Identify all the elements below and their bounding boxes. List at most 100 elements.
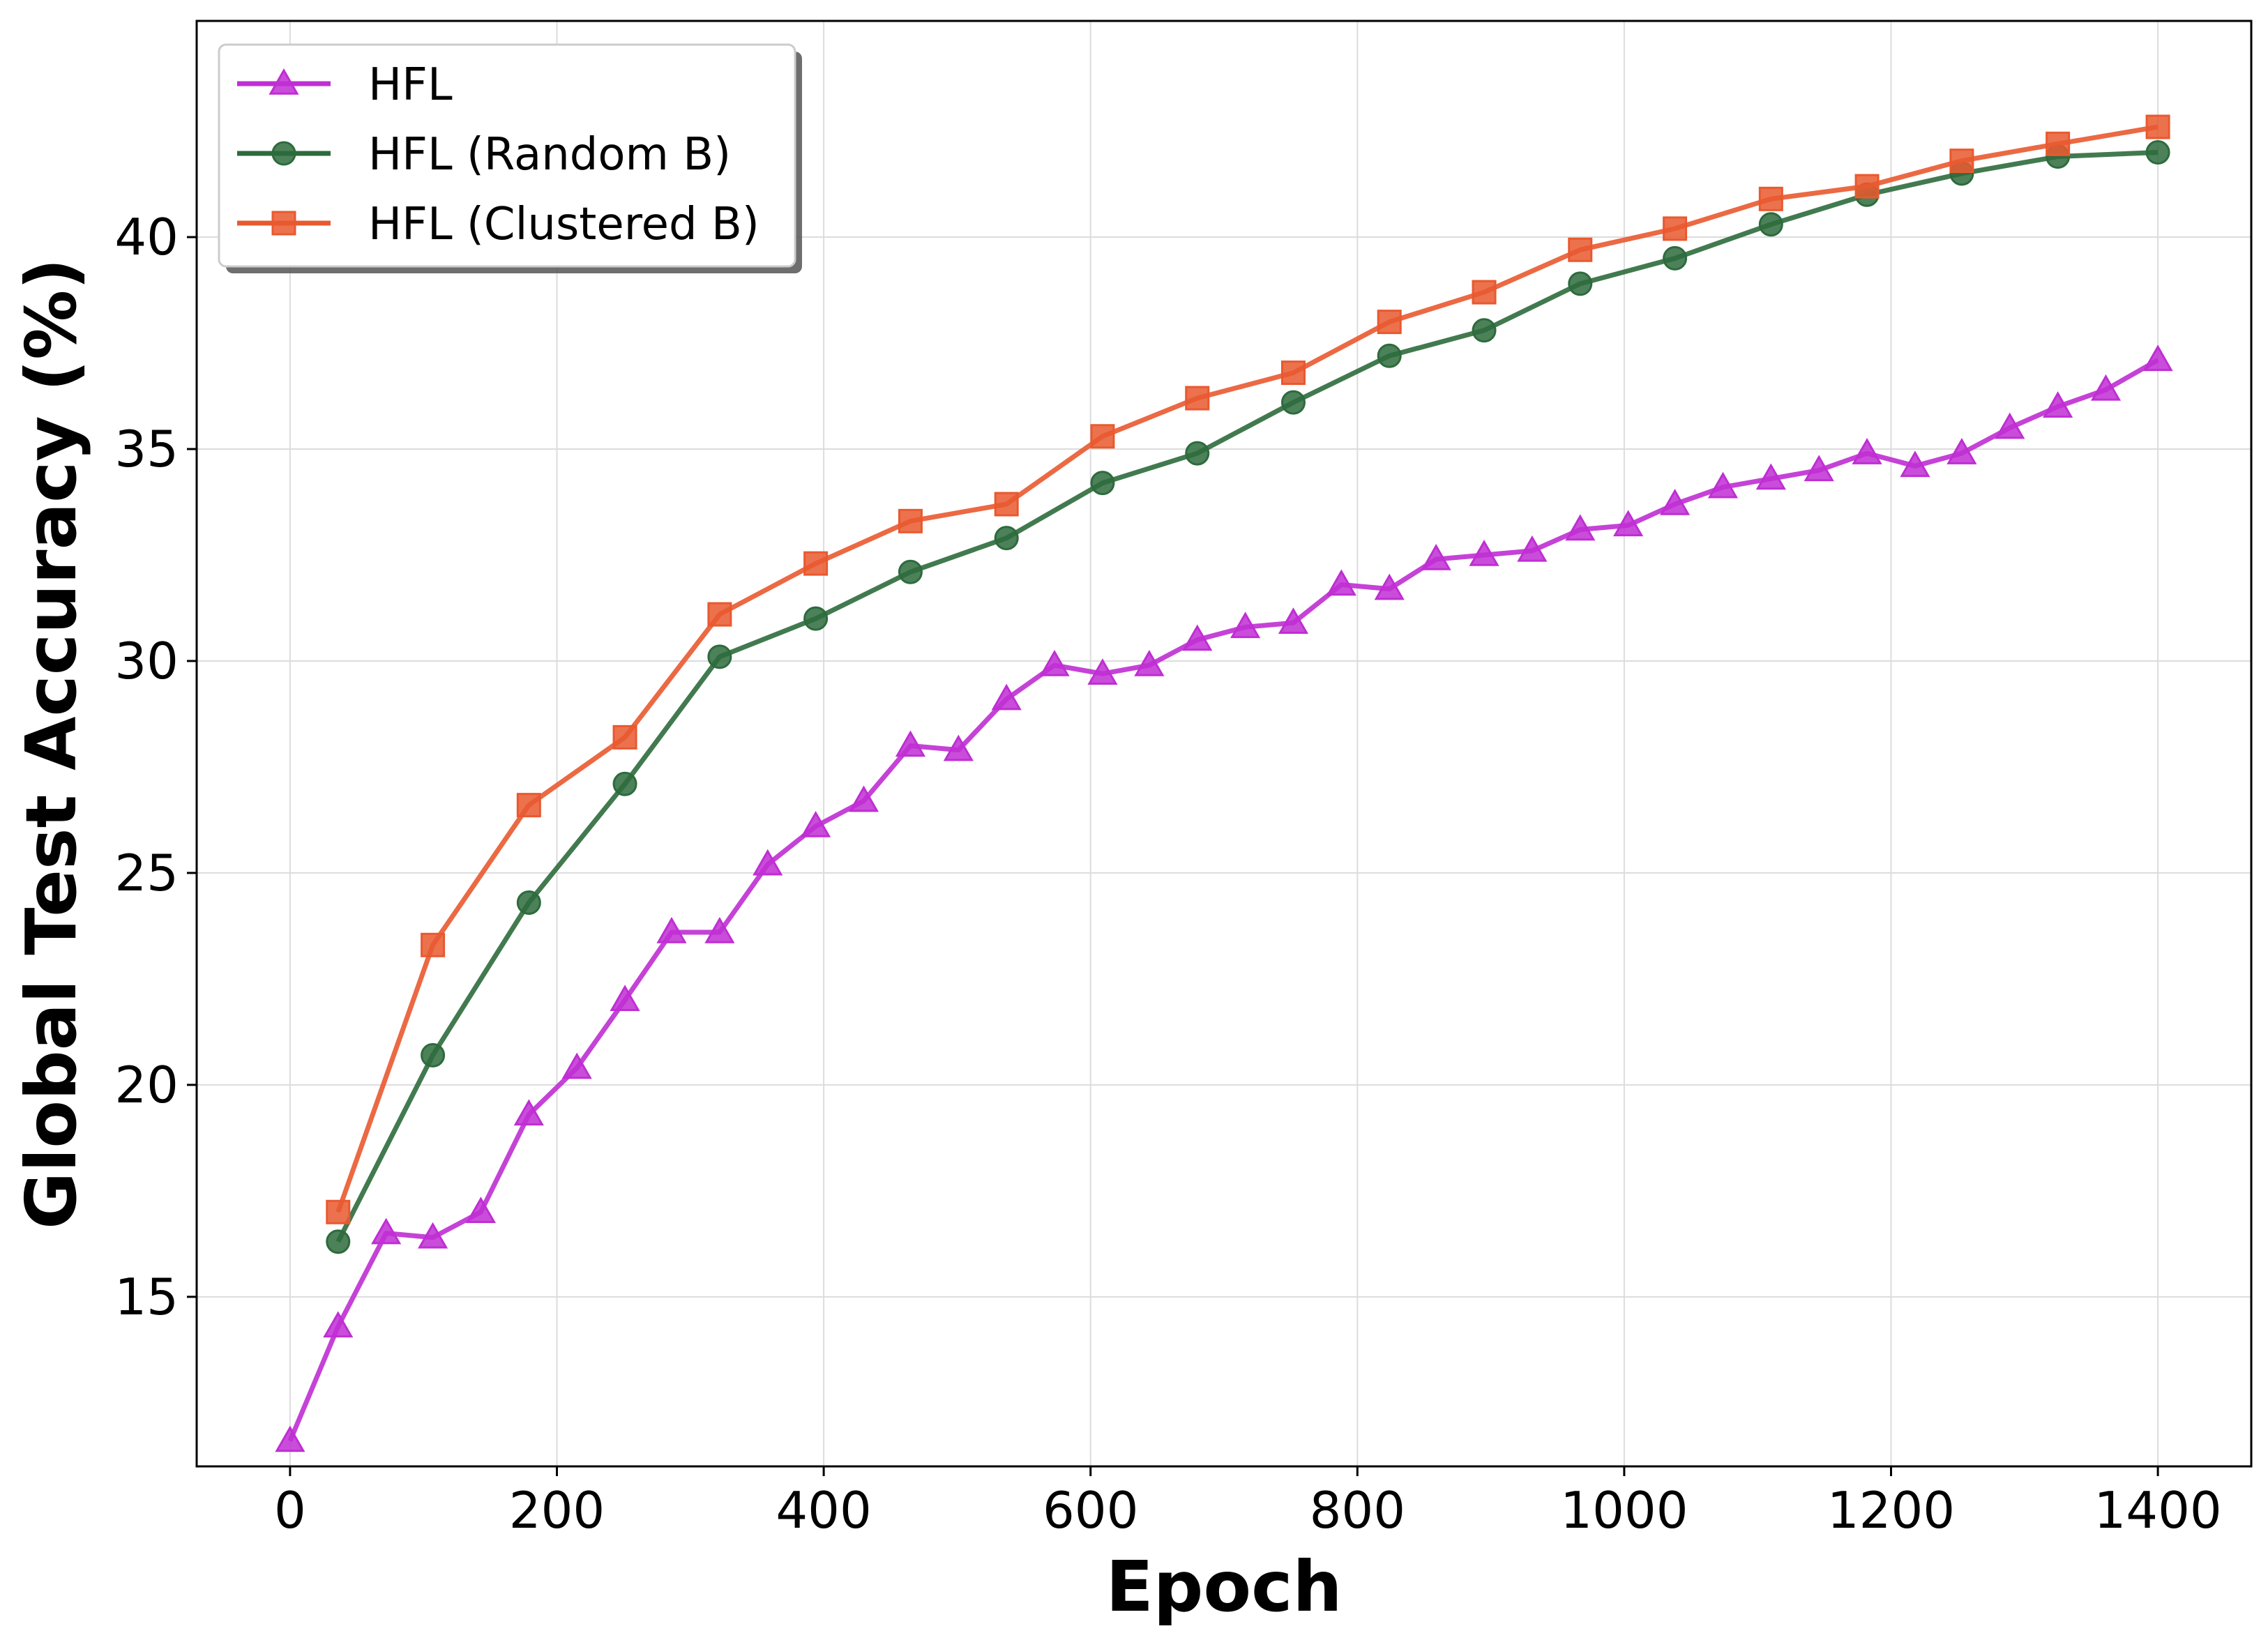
- data-point: [421, 932, 446, 957]
- data-point: [656, 917, 687, 943]
- data-point: [1469, 539, 1499, 566]
- data-point: [1949, 149, 1974, 174]
- data-point: [1087, 658, 1118, 685]
- data-point: [1660, 489, 1691, 515]
- plot-frame: [195, 20, 2253, 1468]
- data-point: [803, 551, 829, 576]
- y-axis-ticks: 15 20 25 30 35 40: [114, 208, 197, 1326]
- data-point: [326, 1199, 351, 1224]
- data-point: [898, 559, 923, 584]
- data-point: [516, 890, 541, 915]
- legend-marker: [269, 68, 299, 95]
- data-point: [707, 602, 732, 627]
- data-point: [2145, 139, 2170, 165]
- data-point: [1568, 271, 1593, 296]
- legend-label: HFL (Random B): [368, 129, 731, 181]
- x-axis-ticks: 0 200 400 600 800 1000 1200 1400: [274, 1466, 2222, 1540]
- y-tick-label: 20: [114, 1056, 179, 1114]
- series-1: [275, 344, 2173, 1452]
- data-point: [895, 730, 926, 757]
- data-point: [2142, 344, 2173, 372]
- data-point: [1472, 318, 1497, 343]
- x-tick-label: 1000: [1560, 1481, 1688, 1540]
- legend-item-3: HFL (Clustered B): [237, 199, 759, 250]
- data-point: [991, 683, 1022, 711]
- data-point: [1278, 607, 1309, 634]
- legend-marker: [271, 211, 296, 236]
- data-point: [803, 606, 829, 631]
- data-point: [1613, 510, 1644, 537]
- x-tick-label: 1400: [2094, 1481, 2221, 1540]
- legend-label: HFL: [368, 59, 453, 111]
- series-3: [326, 114, 2170, 1224]
- data-point: [561, 1052, 592, 1079]
- y-tick-label: 40: [114, 208, 179, 266]
- data-point: [1377, 343, 1402, 368]
- series-line: [335, 149, 2159, 1243]
- data-point: [1995, 412, 2025, 439]
- data-point: [421, 1042, 446, 1068]
- data-point: [1758, 186, 1783, 211]
- data-point: [275, 1425, 305, 1452]
- data-point: [1185, 386, 1210, 411]
- data-point: [1185, 441, 1210, 466]
- data-point: [2090, 374, 2122, 401]
- legend-item-2: HFL (Random B): [237, 129, 731, 181]
- data-point: [2145, 114, 2170, 139]
- data-point: [610, 985, 640, 1012]
- legend-item-1: HFL: [237, 59, 453, 111]
- data-point: [326, 1229, 351, 1254]
- data-point: [1230, 612, 1261, 639]
- data-point: [1707, 471, 1739, 499]
- data-point: [1568, 237, 1593, 262]
- data-point: [898, 508, 923, 533]
- data-point: [516, 793, 541, 818]
- y-tick-label: 15: [114, 1268, 179, 1326]
- data-point: [1472, 280, 1497, 305]
- data-point: [707, 644, 732, 669]
- data-point: [612, 771, 637, 796]
- data-point: [2043, 391, 2073, 418]
- data-point: [753, 849, 783, 876]
- x-tick-label: 200: [509, 1481, 605, 1540]
- data-point: [1182, 624, 1213, 651]
- data-point: [1134, 650, 1165, 676]
- grid-lines: [197, 21, 2251, 1466]
- data-point: [1852, 438, 1882, 464]
- data-point: [1804, 455, 1834, 482]
- y-tick-label: 35: [114, 420, 179, 478]
- data-point: [1326, 569, 1356, 596]
- data-point: [848, 785, 879, 812]
- series-line: [335, 124, 2159, 1213]
- data-point: [465, 1197, 497, 1223]
- legend-box: [218, 43, 796, 268]
- data-point: [1377, 310, 1402, 335]
- data-point: [418, 1222, 448, 1249]
- x-tick-label: 800: [1310, 1481, 1405, 1540]
- data-point: [1039, 650, 1070, 676]
- data-point: [1090, 471, 1115, 496]
- x-tick-label: 0: [274, 1481, 306, 1540]
- data-point: [1946, 438, 1977, 464]
- y-axis-title: Global Test Accuracy (%): [10, 258, 92, 1229]
- data-point: [1565, 514, 1596, 541]
- data-point: [994, 526, 1019, 551]
- data-point: [943, 734, 974, 761]
- data-point: [2046, 131, 2071, 156]
- data-point: [1663, 245, 1688, 271]
- data-point: [1854, 174, 1880, 199]
- series-line: [287, 358, 2159, 1442]
- legend: HFL HFL (Random B) HFL (Clustered B): [218, 43, 802, 273]
- x-tick-label: 400: [776, 1481, 871, 1540]
- data-point: [371, 1217, 402, 1245]
- data-point: [1517, 535, 1548, 562]
- series-layer: [275, 114, 2173, 1452]
- x-tick-label: 1200: [1827, 1481, 1955, 1540]
- data-point: [1900, 450, 1930, 478]
- legend-marker: [271, 141, 296, 166]
- legend-label: HFL (Clustered B): [368, 199, 759, 250]
- series-2: [326, 139, 2170, 1254]
- data-point: [1758, 212, 1783, 237]
- data-point: [801, 811, 831, 837]
